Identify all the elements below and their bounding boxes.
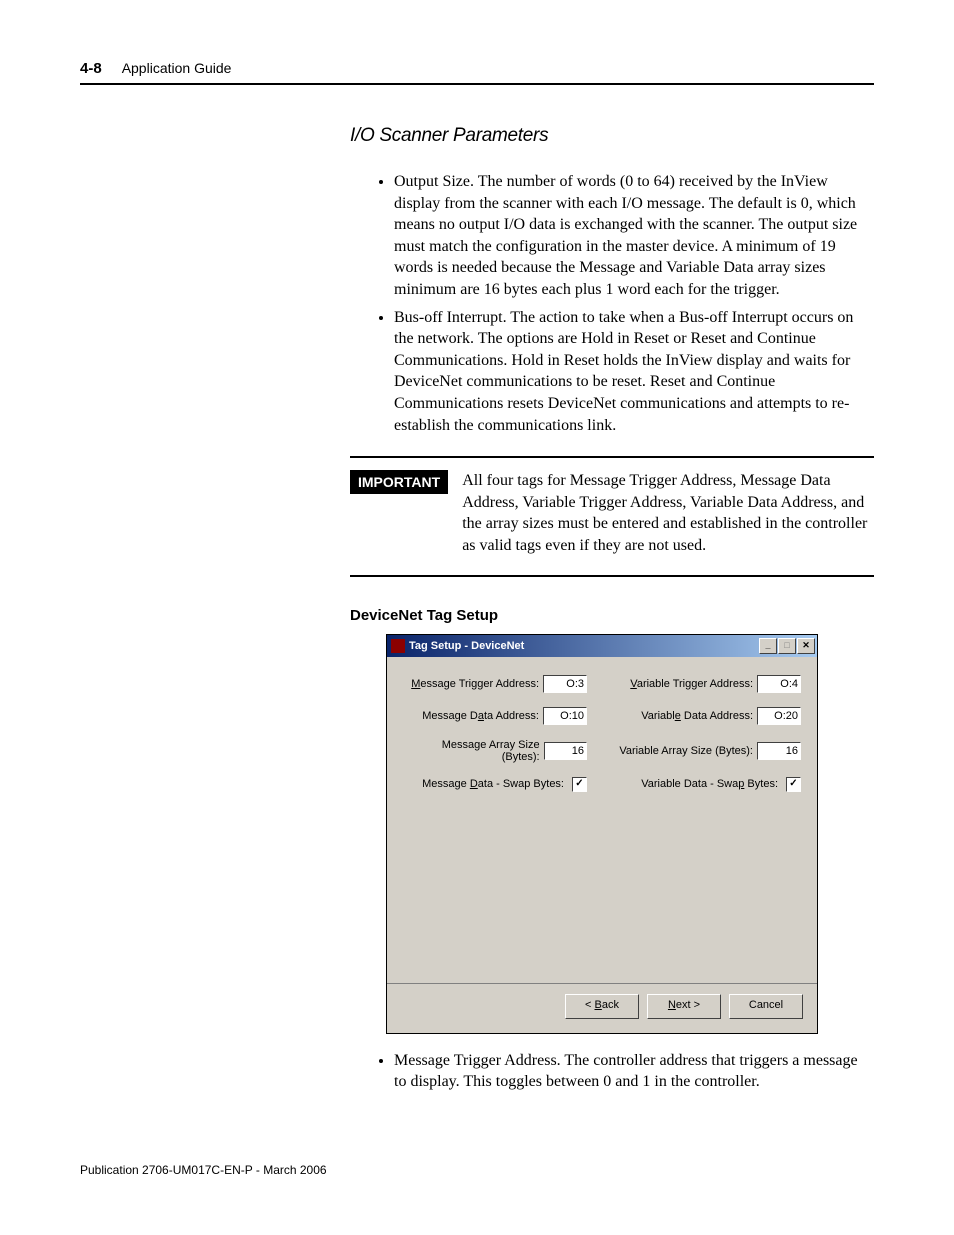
var-data-label: Variable Data Address: bbox=[641, 710, 753, 722]
back-button[interactable]: < Back bbox=[565, 994, 639, 1019]
var-trigger-label: Variable Trigger Address: bbox=[630, 678, 753, 690]
tag-setup-dialog: Tag Setup - DeviceNet _ □ ✕ Message Trig… bbox=[386, 634, 818, 1034]
var-trigger-input[interactable]: O:4 bbox=[757, 675, 801, 693]
var-array-label: Variable Array Size (Bytes): bbox=[619, 745, 753, 757]
bullet-output-size: Output Size. The number of words (0 to 6… bbox=[394, 171, 874, 301]
titlebar: Tag Setup - DeviceNet _ □ ✕ bbox=[387, 635, 817, 657]
subsection-title: DeviceNet Tag Setup bbox=[350, 607, 874, 624]
next-button[interactable]: Next > bbox=[647, 994, 721, 1019]
header-title: Application Guide bbox=[122, 60, 232, 76]
close-button[interactable]: ✕ bbox=[797, 638, 815, 654]
dialog-title: Tag Setup - DeviceNet bbox=[409, 640, 524, 652]
var-data-input[interactable]: O:20 bbox=[757, 707, 801, 725]
bullet-bus-off: Bus-off Interrupt. The action to take wh… bbox=[394, 307, 874, 437]
msg-trigger-label: Message Trigger Address: bbox=[411, 678, 539, 690]
header-rule bbox=[80, 83, 874, 85]
msg-array-input[interactable]: 16 bbox=[544, 742, 587, 760]
important-bottom-rule bbox=[350, 575, 874, 577]
msg-trigger-input[interactable]: O:3 bbox=[543, 675, 587, 693]
publication-footer: Publication 2706-UM017C-EN-P - March 200… bbox=[80, 1163, 874, 1177]
var-swap-checkbox[interactable]: ✓ bbox=[786, 777, 801, 792]
msg-data-input[interactable]: O:10 bbox=[543, 707, 587, 725]
cancel-button[interactable]: Cancel bbox=[729, 994, 803, 1019]
maximize-button[interactable]: □ bbox=[778, 638, 796, 654]
msg-array-label: Message Array Size (Bytes): bbox=[403, 739, 540, 763]
var-swap-label: Variable Data - Swap Bytes: bbox=[641, 778, 778, 790]
section-title: I/O Scanner Parameters bbox=[350, 125, 874, 147]
bullet-msg-trigger-address: Message Trigger Address. The controller … bbox=[394, 1050, 874, 1093]
important-text: All four tags for Message Trigger Addres… bbox=[462, 470, 874, 556]
msg-data-label: Message Data Address: bbox=[422, 710, 539, 722]
important-top-rule bbox=[350, 456, 874, 458]
page-number: 4-8 bbox=[80, 60, 102, 77]
app-icon bbox=[391, 639, 405, 653]
var-array-input[interactable]: 16 bbox=[757, 742, 801, 760]
msg-swap-checkbox[interactable]: ✓ bbox=[572, 777, 587, 792]
minimize-button[interactable]: _ bbox=[759, 638, 777, 654]
msg-swap-label: Message Data - Swap Bytes: bbox=[422, 778, 564, 790]
important-label: IMPORTANT bbox=[350, 470, 448, 494]
